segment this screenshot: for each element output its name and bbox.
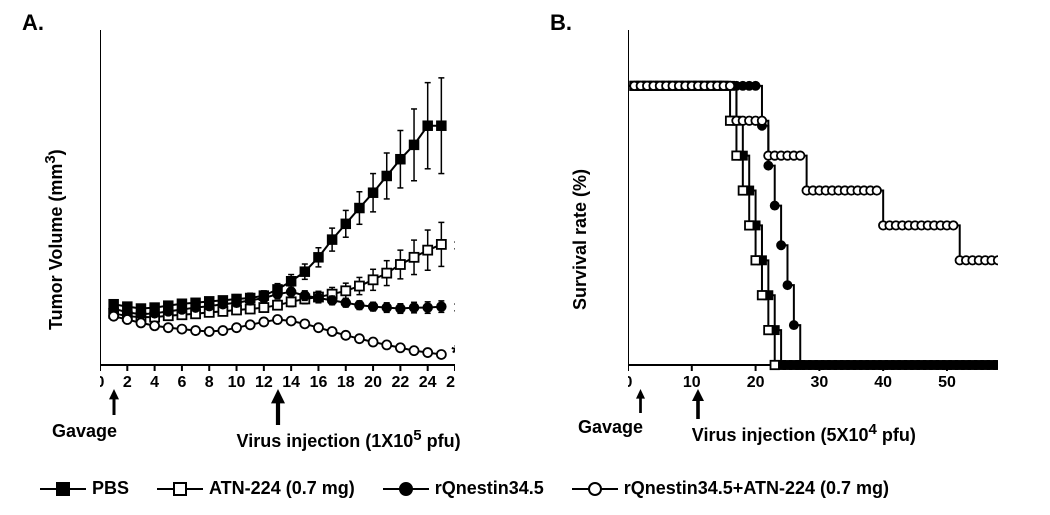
svg-text:14: 14 [282, 374, 300, 390]
svg-text:0: 0 [100, 374, 105, 390]
legend-marker-pbs [40, 482, 86, 496]
legend-item-rqatn: rQnestin34.5+ATN-224 (0.7 mg) [572, 478, 889, 499]
ylabel-text-a: Tumor Volume (mm [46, 164, 66, 330]
virus-label-b: Virus injection (5X104 pfu) [692, 421, 916, 446]
panel-a-title: A. [22, 10, 44, 36]
ylabel-sup-a: 3 [42, 155, 59, 163]
gavage-label-b: Gavage [578, 417, 643, 438]
svg-text:40: 40 [874, 374, 892, 390]
svg-text:26: 26 [446, 374, 455, 390]
panel-b-plot: 02040608010012001020304050* [628, 30, 998, 390]
svg-text:50: 50 [938, 374, 956, 390]
panel-a-ylabel: Tumor Volume (mm3) [42, 149, 67, 330]
panel-b-ylabel: Survival rate (%) [570, 169, 591, 310]
panel-a-plot: 0100200300400500600700024681012141618202… [100, 30, 455, 390]
svg-text:0: 0 [628, 374, 633, 390]
svg-text:10: 10 [228, 374, 246, 390]
figure-container: A. Tumor Volume (mm3) 010020030040050060… [10, 10, 1040, 505]
legend-label-pbs: PBS [92, 478, 129, 499]
svg-text:30: 30 [810, 374, 828, 390]
svg-text:8: 8 [205, 374, 214, 390]
virus-arrow-icon [692, 389, 704, 424]
panel-b-title: B. [550, 10, 572, 36]
svg-text:4: 4 [150, 374, 159, 390]
ylabel-suffix-a: ) [46, 149, 66, 155]
virus-arrow-icon [271, 389, 285, 430]
legend-label-rq: rQnestin34.5 [435, 478, 544, 499]
panel-a: A. Tumor Volume (mm3) 010020030040050060… [22, 10, 522, 440]
svg-text:20: 20 [747, 374, 765, 390]
svg-text:20: 20 [364, 374, 382, 390]
legend-marker-rq [383, 482, 429, 496]
legend-marker-atn [157, 482, 203, 496]
legend: PBS ATN-224 (0.7 mg) rQnestin34.5 rQnestin3… [40, 478, 889, 499]
svg-text:10: 10 [683, 374, 701, 390]
svg-text:12: 12 [255, 374, 273, 390]
legend-marker-rqatn [572, 482, 618, 496]
svg-text:1/10 CR: 1/10 CR [453, 236, 455, 252]
gavage-arrow-icon [636, 389, 645, 418]
virus-label-a: Virus injection (1X105 pfu) [237, 427, 461, 452]
svg-text:18: 18 [337, 374, 355, 390]
legend-item-rq: rQnestin34.5 [383, 478, 544, 499]
svg-text:*: * [451, 341, 455, 366]
svg-text:1/10 CR: 1/10 CR [453, 299, 455, 315]
legend-label-rqatn: rQnestin34.5+ATN-224 (0.7 mg) [624, 478, 889, 499]
gavage-arrow-icon [109, 389, 119, 420]
legend-item-atn: ATN-224 (0.7 mg) [157, 478, 355, 499]
svg-text:24: 24 [419, 374, 437, 390]
svg-text:2: 2 [123, 374, 132, 390]
legend-item-pbs: PBS [40, 478, 129, 499]
svg-text:6: 6 [177, 374, 186, 390]
legend-label-atn: ATN-224 (0.7 mg) [209, 478, 355, 499]
gavage-label-a: Gavage [52, 421, 117, 442]
svg-text:22: 22 [391, 374, 409, 390]
panel-b: B. Survival rate (%) 0204060801001200102… [550, 10, 1040, 440]
svg-text:16: 16 [310, 374, 328, 390]
